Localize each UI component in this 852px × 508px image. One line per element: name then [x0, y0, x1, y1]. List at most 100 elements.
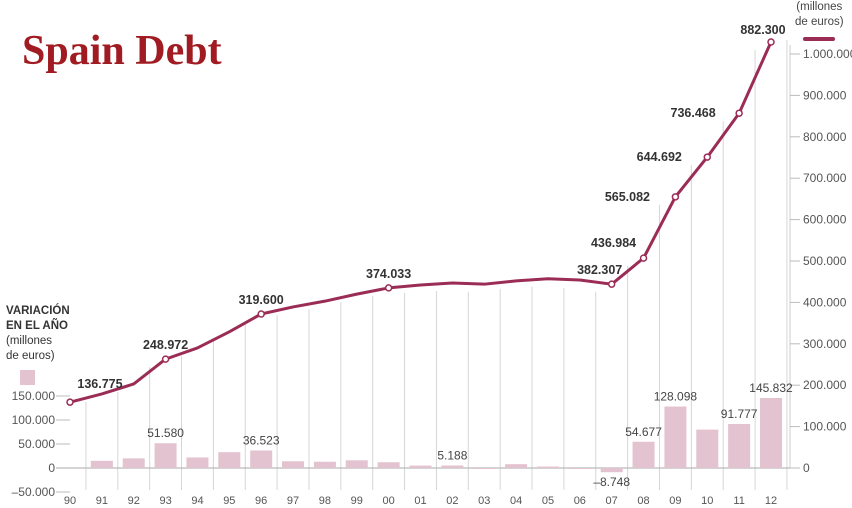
- bar: [345, 460, 368, 468]
- line-data-label: 248.972: [143, 338, 188, 352]
- x-tick-label: 95: [223, 495, 235, 507]
- bar-legend-unit-2: de euros): [6, 350, 55, 362]
- left-axis-tick-label: –50.000: [12, 485, 56, 499]
- debt-point-marker: [703, 153, 712, 161]
- bar: [186, 457, 209, 468]
- debt-point-marker: [767, 38, 775, 46]
- bar-legend-title-2: EN EL AÑO: [6, 320, 68, 332]
- right-axis-tick-label: 900.000: [803, 88, 847, 102]
- bar: [377, 462, 400, 468]
- bar-legend-title-1: VARIACIÓN: [6, 305, 70, 317]
- x-tick-label: 92: [128, 495, 140, 507]
- bar-data-label: 145.832: [749, 381, 793, 395]
- right-axis-tick-label: 1.000.000: [803, 47, 852, 61]
- x-tick-label: 05: [542, 495, 554, 507]
- bar: [728, 423, 751, 468]
- x-tick-label: 08: [637, 495, 649, 507]
- bar: [313, 461, 336, 468]
- bar-data-label: –8.748: [593, 475, 630, 489]
- bar: [600, 468, 623, 473]
- left-axis-tick-label: 100.000: [12, 413, 56, 427]
- x-tick-label: 11: [733, 495, 744, 507]
- debt-point-marker: [66, 398, 74, 406]
- right-axis-tick-label: 100.000: [803, 420, 847, 434]
- debt-point-marker: [735, 109, 743, 117]
- right-axis-tick-label: 300.000: [803, 337, 847, 351]
- bar: [505, 464, 528, 468]
- x-tick-label: 94: [191, 495, 203, 507]
- debt-line: [69, 41, 773, 404]
- bar-data-label: 5.188: [437, 449, 467, 463]
- left-axis-tick-label: 150.000: [12, 389, 56, 403]
- line-data-label: 382.307: [577, 263, 622, 277]
- line-data-label: 374.033: [366, 267, 411, 281]
- x-tick-label: 90: [64, 495, 76, 507]
- bar-data-label: 128.098: [654, 390, 698, 404]
- chart-title: Spain Debt: [22, 28, 222, 74]
- x-tick-label: 91: [96, 495, 108, 507]
- bar-legend-unit-1: (millones: [6, 335, 53, 347]
- bar-legend-swatch: [20, 370, 35, 385]
- x-tick-label: 97: [287, 495, 299, 507]
- line-data-label: 319.600: [239, 293, 284, 307]
- bar-data-label: 36.523: [243, 433, 280, 447]
- x-tick-label: 07: [606, 495, 618, 507]
- x-tick-label: 02: [446, 495, 458, 507]
- debt-point-marker: [257, 310, 265, 318]
- bar: [664, 406, 687, 468]
- debt-point-marker: [161, 355, 170, 363]
- x-tick-label: 06: [574, 495, 586, 507]
- bar-legend: VARIACIÓN EN EL AÑO (millones de euros): [6, 304, 70, 385]
- x-tick-label: 09: [669, 495, 681, 507]
- bar: [409, 465, 432, 468]
- bar: [218, 452, 241, 468]
- right-axis-tick-label: 500.000: [803, 254, 847, 268]
- bar: [536, 466, 559, 468]
- line-legend-swatch: [803, 37, 836, 41]
- bar-data-label: 51.580: [147, 426, 184, 440]
- x-tick-label: 01: [414, 495, 426, 507]
- x-tick-label: 96: [255, 495, 267, 507]
- bar: [568, 468, 591, 469]
- x-tick-label: 98: [319, 495, 331, 507]
- bar: [441, 465, 464, 468]
- x-tick-label: 10: [701, 495, 713, 507]
- line-data-label: 644.692: [637, 150, 682, 164]
- bar: [760, 398, 782, 468]
- bar: [122, 458, 145, 468]
- left-axis-tick-label: 50.000: [18, 437, 55, 451]
- right-axis-tick-label: 700.000: [803, 171, 847, 185]
- right-axis-tick-label: 800.000: [803, 130, 847, 144]
- line-legend: (millones de euros): [795, 0, 844, 41]
- right-axis-tick-label: 0: [803, 461, 810, 475]
- bar-data-label: 54.677: [625, 425, 662, 439]
- x-tick-label: 12: [765, 495, 777, 507]
- debt-point-marker: [384, 284, 393, 292]
- bar-data-label: 91.777: [721, 407, 758, 421]
- x-tick-label: 00: [383, 495, 395, 507]
- line-legend-unit-1: (millones: [796, 1, 843, 13]
- line-data-label: 136.775: [77, 377, 122, 391]
- line-data-label: 436.984: [591, 236, 636, 250]
- bar: [90, 460, 113, 468]
- bar: [696, 429, 719, 468]
- bar: [282, 461, 305, 468]
- line-data-label: 565.082: [605, 190, 650, 204]
- bar: [154, 443, 177, 468]
- x-tick-label: 93: [159, 495, 171, 507]
- debt-point-marker: [671, 193, 680, 201]
- right-axis-tick-label: 200.000: [803, 378, 847, 392]
- right-axis-tick-label: 600.000: [803, 213, 847, 227]
- left-axis-tick-label: 0: [48, 461, 55, 475]
- debt-point-marker: [607, 280, 616, 288]
- x-tick-label: 03: [478, 495, 490, 507]
- bar: [250, 450, 273, 468]
- right-axis-tick-label: 400.000: [803, 295, 847, 309]
- line-data-label: 736.468: [671, 106, 716, 120]
- bar: [632, 441, 655, 468]
- x-tick-label: 99: [351, 495, 363, 507]
- debt-point-marker: [639, 254, 648, 262]
- line-legend-unit-2: de euros): [795, 16, 844, 28]
- line-data-label: 882.300: [740, 23, 785, 37]
